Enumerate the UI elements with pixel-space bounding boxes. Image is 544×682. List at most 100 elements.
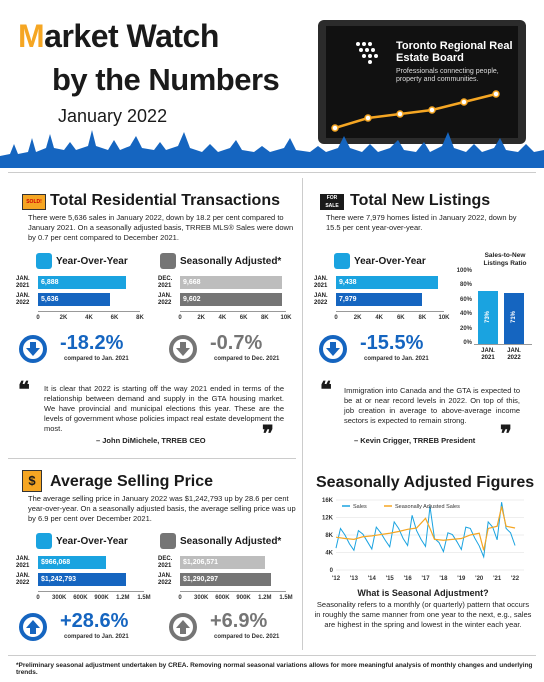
x-tick-label: '22 xyxy=(511,576,520,582)
bar-value-label: 71% xyxy=(511,311,517,324)
y-tick-label: 20% xyxy=(459,325,472,332)
x-tick-label: 10K xyxy=(280,315,292,321)
x-tick-label: 4K xyxy=(218,315,227,321)
report-period: January 2022 xyxy=(58,106,168,126)
x-tick-label: '13 xyxy=(350,576,359,582)
x-tick-label: 2K xyxy=(353,315,362,321)
calendar-icon xyxy=(334,253,350,269)
y-tick-label: 100% xyxy=(456,268,472,274)
divider-bottom xyxy=(8,655,536,656)
series-line-seasonally-adjusted-sales xyxy=(335,506,516,551)
bar xyxy=(504,292,524,344)
bar-category-label: JAN. 2022 xyxy=(16,573,30,586)
arrow-up-icon xyxy=(169,613,197,641)
footnote: *Preliminary seasonal adjustment underta… xyxy=(16,662,533,676)
change-percent: -0.7% xyxy=(210,332,263,354)
price-sa-chart: DEC. 2021 $1,206,571 JAN. 2022 $1,290,297 0 300… xyxy=(158,554,293,610)
price-text: The average selling price in January 202… xyxy=(28,494,296,523)
change-note: compared to Dec. 2021 xyxy=(214,356,280,362)
listings-yoy-head: Year-Over-Year xyxy=(354,256,426,267)
bar-category-label: JAN. 2022 xyxy=(507,348,521,361)
x-tick-label: 10K xyxy=(438,315,450,321)
x-tick-label: 600K xyxy=(215,595,230,601)
bar: 6,888 xyxy=(38,276,126,289)
x-axis-line xyxy=(336,311,444,312)
x-tick-label: '17 xyxy=(421,576,430,582)
x-tick-label: 6K xyxy=(110,315,119,321)
sales-title: Total Residential Transactions xyxy=(50,192,280,209)
x-tick-label: 900K xyxy=(236,595,251,601)
divider-top xyxy=(8,172,536,173)
change-note: compared to Jan. 2021 xyxy=(64,356,129,362)
arrow-down-icon xyxy=(19,335,47,363)
bar: 5,636 xyxy=(38,293,110,306)
sa-explanation: Seasonality refers to a monthly (or quar… xyxy=(314,600,532,629)
bar: $1,290,297 xyxy=(180,573,272,586)
bar-category-label: JAN. 2021 xyxy=(16,276,30,289)
legend-label: Seasonally Adjusted Sales xyxy=(395,504,460,510)
bar: 9,438 xyxy=(336,276,438,289)
close-quote-icon: ❞ xyxy=(500,421,512,446)
listings-yoy-chart: JAN. 2021 9,438 JAN. 2022 7,979 0 2K 4K 6K 8K 10K xyxy=(314,274,450,330)
y-tick-label: 60% xyxy=(459,296,472,303)
x-tick-label: '14 xyxy=(368,576,377,582)
x-tick-label: 8K xyxy=(136,315,144,321)
price-yoy-head: Year-Over-Year xyxy=(56,536,128,547)
sa-line-chart: 0 4K 8K 12K 16K '12 '13 '14 '15 '16 '17 '18 '19 '20 '2… xyxy=(322,498,524,582)
listings-text: There were 7,979 homes listed in January… xyxy=(326,213,517,232)
legend-label: Sales xyxy=(353,504,367,510)
close-quote-icon: ❞ xyxy=(262,421,274,446)
x-tick-label: 8K xyxy=(418,315,427,321)
bar-category-label: DEC. 2021 xyxy=(158,556,173,569)
calendar-icon xyxy=(36,253,52,269)
bar: 9,668 xyxy=(180,276,283,289)
change-percent: -18.2% xyxy=(60,332,124,354)
chart-title: Sales-to-New Listings Ratio xyxy=(483,252,527,267)
arrow-up-icon xyxy=(19,613,47,641)
x-axis-line xyxy=(180,591,286,592)
bar-category-label: JAN. 2021 xyxy=(16,556,30,569)
x-tick-label: 6K xyxy=(396,315,405,321)
change-percent: +6.9% xyxy=(210,610,268,632)
x-tick-label: '15 xyxy=(386,576,395,582)
x-axis-line xyxy=(180,311,286,312)
change-note: compared to Jan. 2021 xyxy=(364,356,429,362)
price-title: Average Selling Price xyxy=(50,473,214,490)
quote2-author: – Kevin Crigger, TRREB President xyxy=(354,436,476,445)
sales-sa-change: -0.7% compared to Dec. 2021 xyxy=(166,332,306,366)
x-tick-label: 600K xyxy=(73,595,88,601)
quote2-text: Immigration into Canada and the GTA is e… xyxy=(344,386,520,425)
y-tick-label: 4K xyxy=(325,551,333,557)
x-tick-label: 4K xyxy=(375,315,384,321)
calendar-icon xyxy=(160,533,176,549)
org-name: Toronto Regional Real Estate Board xyxy=(396,40,513,64)
x-tick-label: 2K xyxy=(59,315,68,321)
listings-title: Total New Listings xyxy=(350,192,491,209)
bar xyxy=(478,291,498,344)
y-tick-label: 0 xyxy=(330,568,334,574)
price-yoy-change: +28.6% compared to Jan. 2021 xyxy=(16,610,156,644)
y-tick-label: 80% xyxy=(459,282,472,289)
x-axis-line xyxy=(474,344,532,345)
bar-category-label: DEC. 2021 xyxy=(158,276,173,289)
page-title-line2: by the Numbers xyxy=(52,62,280,97)
change-note: compared to Jan. 2021 xyxy=(64,634,129,640)
y-tick-label: 8K xyxy=(325,533,333,539)
dollar-sign-icon: $ xyxy=(22,470,42,492)
calendar-icon xyxy=(160,253,176,269)
monitor-trend-line xyxy=(331,90,500,132)
change-percent: +28.6% xyxy=(60,610,129,632)
x-tick-label: 6K xyxy=(239,315,248,321)
x-tick-label: 0 xyxy=(36,595,40,601)
x-tick-label: '21 xyxy=(493,576,502,582)
price-yoy-chart: JAN. 2021 $966,068 JAN. 2022 $1,242,793 0 300K 6… xyxy=(16,554,151,610)
x-tick-label: '12 xyxy=(332,576,341,582)
sales-sa-chart: DEC. 2021 9,668 JAN. 2022 9,602 0 2K 4K 6K 8K 10K xyxy=(158,274,292,330)
sales-yoy-change: -18.2% compared to Jan. 2021 xyxy=(16,332,156,366)
bar-category-label: JAN. 2021 xyxy=(314,276,328,289)
bar-value-label: 73% xyxy=(485,310,491,323)
x-tick-label: 1.2M xyxy=(116,595,130,601)
bar-category-label: JAN. 2022 xyxy=(158,573,172,586)
x-tick-label: '18 xyxy=(439,576,448,582)
sa-figures-title: Seasonally Adjusted Figures xyxy=(316,474,535,491)
